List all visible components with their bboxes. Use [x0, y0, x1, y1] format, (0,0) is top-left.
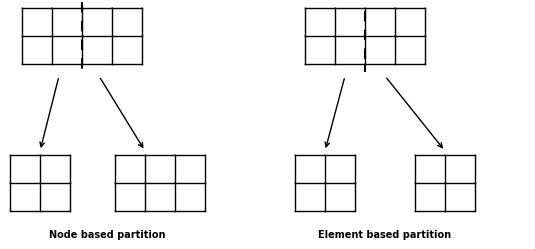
Text: Element based partition: Element based partition — [318, 230, 452, 240]
Text: Node based partition: Node based partition — [49, 230, 166, 240]
